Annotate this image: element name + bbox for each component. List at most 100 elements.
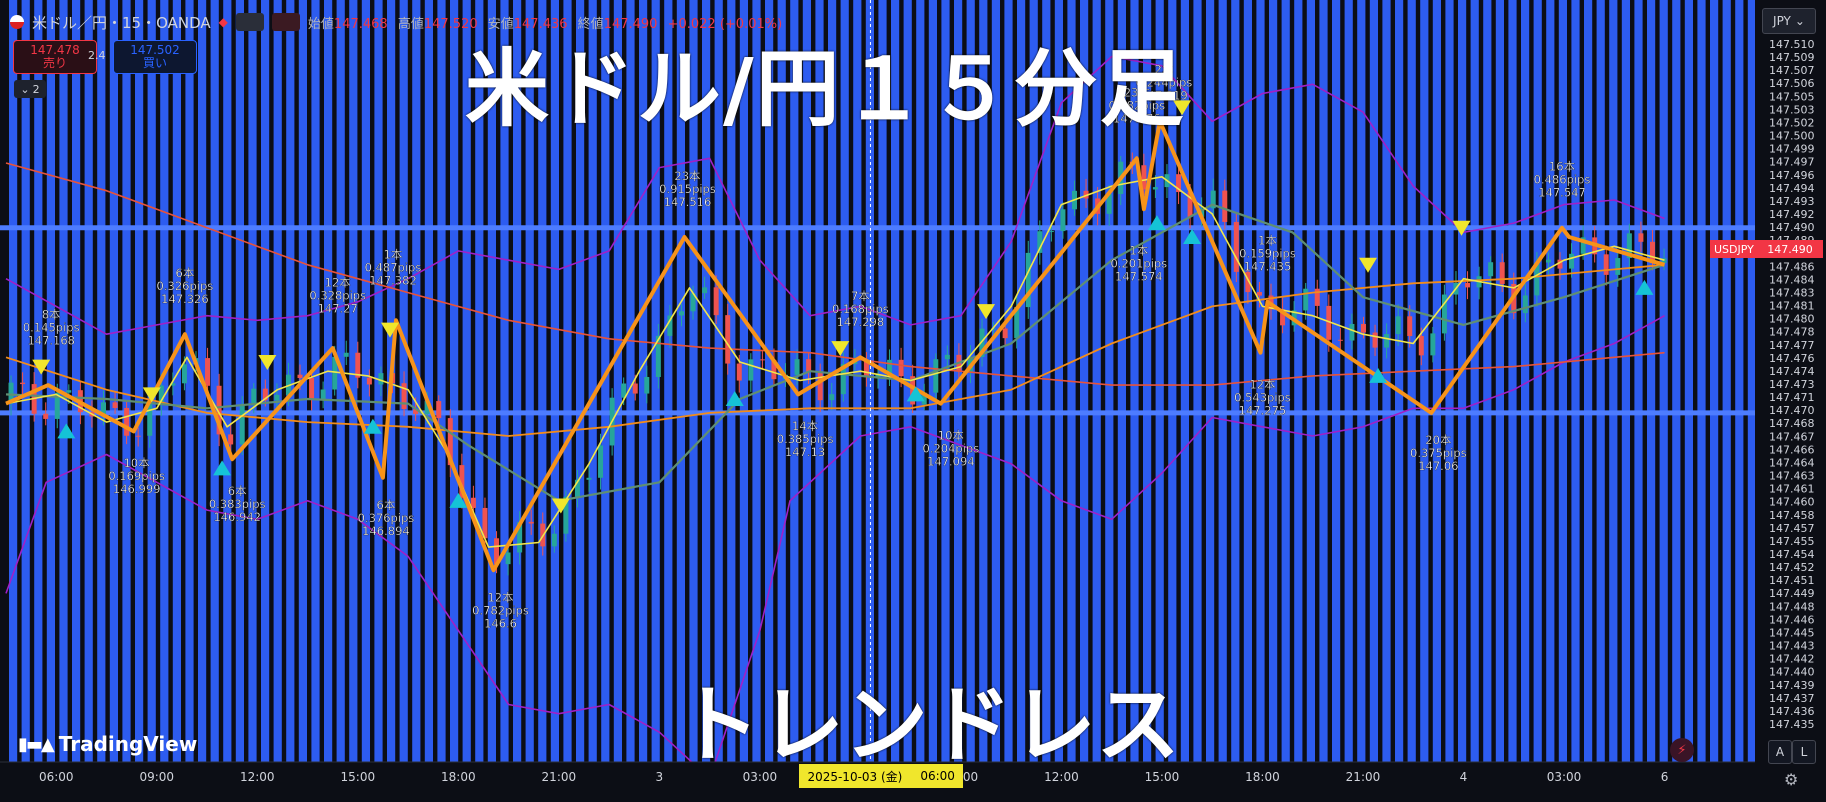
- price-tick-label: 147.477: [1769, 339, 1815, 352]
- log-scale-button[interactable]: L: [1792, 740, 1816, 764]
- stripe: [500, 0, 509, 762]
- price-axis-background: [1755, 0, 1826, 798]
- candle-body: [436, 401, 442, 419]
- stripe: [147, 0, 156, 762]
- stripe: [1357, 0, 1366, 762]
- stripe: [1470, 0, 1479, 762]
- ohlc-values: 始値147.468 高値147.520 安値147.436 終値147.490 …: [308, 13, 788, 32]
- swing-label-text: 6本: [176, 266, 195, 280]
- price-tick-label: 147.435: [1769, 718, 1815, 731]
- stripe: [84, 0, 93, 762]
- stripe: [765, 0, 774, 762]
- candle-body: [1580, 237, 1586, 254]
- stripe: [122, 0, 131, 762]
- time-tick-label: 15:00: [1145, 770, 1180, 784]
- stripe: [828, 0, 837, 762]
- swing-label-text: 147.382: [369, 274, 417, 288]
- currency-button[interactable]: JPY ⌄: [1762, 8, 1816, 34]
- candle-body: [1326, 305, 1332, 340]
- stripe: [1508, 0, 1517, 762]
- currency-label: JPY: [1773, 14, 1791, 28]
- candle-body: [1407, 316, 1413, 337]
- swing-label-text: 147.547: [1538, 186, 1586, 200]
- swing-label-text: 147.168: [27, 334, 75, 348]
- swing-label-text: 0.487pips: [365, 261, 422, 275]
- stripe: [916, 0, 925, 762]
- price-axis[interactable]: 147.510147.509147.507147.506147.505147.5…: [1755, 0, 1826, 798]
- down-signal-marker: [551, 498, 570, 514]
- stripe: [59, 0, 68, 762]
- candle-body: [170, 383, 176, 386]
- price-tick-label: 147.457: [1769, 522, 1815, 535]
- buy-button[interactable]: 147.502 買い: [113, 40, 197, 74]
- hide-button[interactable]: [235, 13, 264, 31]
- signal-markers: [32, 100, 1654, 514]
- swing-label-text: 0.145pips: [23, 321, 80, 335]
- stripe: [1621, 0, 1630, 762]
- change-value: +0.022 (+0.01%): [667, 16, 783, 32]
- swing-label-text: 7本: [851, 289, 870, 303]
- stripe: [1596, 0, 1605, 762]
- price-tick-label: 147.466: [1769, 443, 1815, 456]
- candle-body: [239, 405, 245, 445]
- candle-body: [598, 445, 604, 478]
- price-tick-label: 147.448: [1769, 600, 1815, 613]
- swing-label-text: 6本: [228, 484, 247, 498]
- up-signal-marker: [906, 386, 925, 402]
- price-tick-label: 147.484: [1769, 273, 1815, 286]
- symbol-title[interactable]: 米ドル／円・15・OANDA: [32, 13, 211, 32]
- swing-label-text: 0.376pips: [358, 511, 415, 525]
- candle-body: [1106, 194, 1112, 214]
- candle-body: [1314, 288, 1320, 306]
- remove-button[interactable]: [271, 13, 300, 31]
- candle-body: [1280, 309, 1286, 326]
- candle-body: [332, 356, 338, 390]
- stripe: [1483, 0, 1492, 762]
- stripe: [172, 0, 181, 762]
- stripe: [878, 0, 887, 762]
- time-tick-label: 03:00: [743, 770, 778, 784]
- candle-body: [1141, 165, 1147, 190]
- stripe: [1206, 0, 1215, 762]
- candle-body: [1245, 271, 1251, 293]
- time-tick-label: 6: [1661, 770, 1669, 784]
- bollinger-upper-line: [5, 55, 1665, 335]
- candle-body: [875, 373, 881, 378]
- price-tick-label: 147.463: [1769, 470, 1815, 483]
- swing-label-text: 2本: [1155, 62, 1174, 76]
- stripe: [1407, 0, 1416, 762]
- candle-body: [1152, 187, 1158, 190]
- stripe: [1722, 0, 1731, 762]
- flag-marker-icon: ◆: [218, 15, 228, 29]
- gear-icon[interactable]: ⚙: [1784, 770, 1799, 789]
- swing-label-text: 1本: [1129, 243, 1148, 257]
- stripe: [601, 0, 610, 762]
- swing-label-text: 147.27: [318, 301, 358, 315]
- indicators-collapse-button[interactable]: ⌄ 2: [14, 80, 46, 98]
- stripe: [1458, 0, 1467, 762]
- candle-body: [621, 383, 627, 398]
- stripe: [1395, 0, 1404, 762]
- candle-body: [1048, 231, 1054, 233]
- sell-button[interactable]: 147.478 売り: [13, 40, 97, 74]
- candle-body: [563, 496, 569, 534]
- stripe: [1042, 0, 1051, 762]
- candle-body: [1545, 259, 1551, 263]
- price-tick-label: 147.445: [1769, 626, 1815, 639]
- price-tick-label: 147.458: [1769, 509, 1815, 522]
- candle-body: [1372, 332, 1378, 348]
- stripe: [790, 0, 799, 762]
- price-tick-label: 147.505: [1769, 90, 1815, 103]
- candle-body: [1465, 282, 1471, 288]
- lightning-icon[interactable]: ⚡: [1670, 738, 1694, 762]
- stripe: [1747, 0, 1756, 762]
- price-tick-label: 147.483: [1769, 286, 1815, 299]
- tradingview-logo[interactable]: ▮▬▲ TradingView: [18, 732, 197, 756]
- auto-scale-button[interactable]: A: [1768, 740, 1792, 764]
- stripe: [853, 0, 862, 762]
- candle-body: [517, 521, 523, 553]
- stripe: [1659, 0, 1668, 762]
- time-tick-label: 18:00: [1245, 770, 1280, 784]
- down-signal-marker: [1173, 100, 1192, 116]
